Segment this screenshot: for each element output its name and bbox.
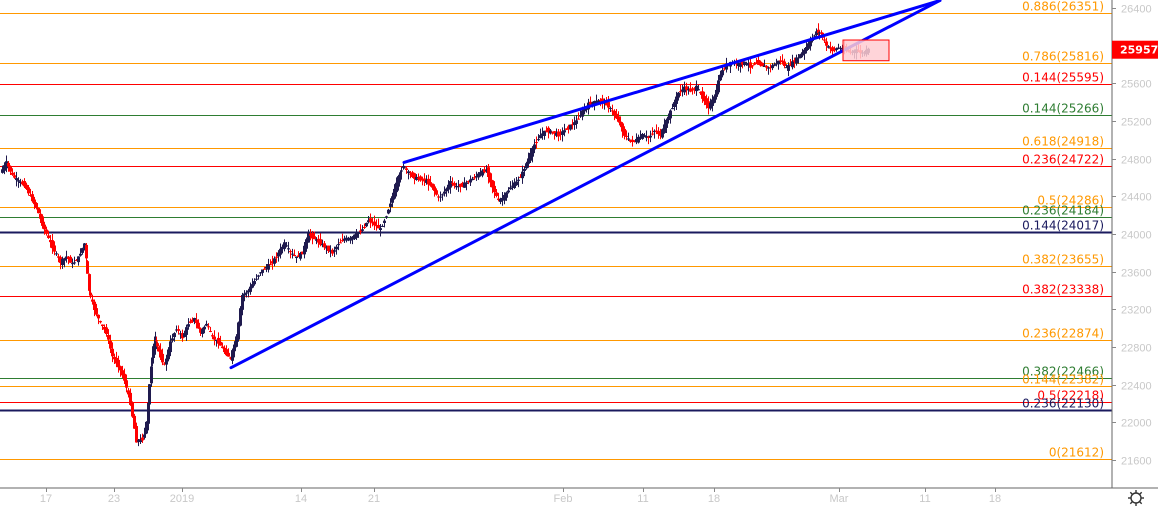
time-tick-label: 17 (40, 493, 52, 505)
fib-level-label: 0.5(24286) (1037, 194, 1104, 208)
time-tick-label: 23 (108, 493, 120, 505)
gear-icon (1128, 490, 1144, 506)
fib-level-label: 0.144(22382) (1022, 373, 1104, 387)
price-tick-label: 24400 (1121, 192, 1152, 204)
price-tick-label: 22800 (1121, 343, 1152, 355)
fib-level-label: 0.382(23655) (1022, 253, 1104, 267)
last-price-tag: 25957 (1112, 40, 1158, 59)
price-tick-label: 22000 (1121, 418, 1152, 430)
price-tick-label: 26400 (1121, 4, 1152, 16)
time-tick-label: Mar (830, 493, 849, 505)
price-tick-label: 22400 (1121, 381, 1152, 393)
fibonacci-levels (0, 13, 1112, 460)
fib-level-label: 0.886(26351) (1022, 0, 1104, 14)
price-tick-label: 25600 (1121, 79, 1152, 91)
fib-level-label: 0.236(22874) (1022, 327, 1104, 341)
time-tick-label: 21 (368, 493, 380, 505)
time-tick-label: 2019 (170, 493, 194, 505)
wedge-lower-trendline[interactable] (229, 0, 942, 370)
highlight-rectangle[interactable] (842, 39, 890, 62)
price-tick-label: 24000 (1121, 230, 1152, 242)
fib-level-label: 0.786(25816) (1022, 50, 1104, 64)
fib-level-label: 0.618(24918) (1022, 135, 1104, 149)
fib-level-label: 0.382(22466) (1022, 365, 1104, 379)
price-axis[interactable]: 21600 22000 22400 22800 23200 23600 24000 24400… (1112, 4, 1152, 468)
wedge-upper-trendline[interactable] (402, 0, 942, 164)
time-tick-label: 18 (708, 493, 720, 505)
time-axis[interactable]: 17 23 2019 14 21 Feb 11 18 Mar 11 18 (40, 488, 1001, 505)
fib-level-label: 0.144(24017) (1022, 219, 1104, 233)
wedge-trendlines[interactable] (229, 0, 942, 370)
time-tick-label: 11 (919, 493, 930, 505)
highlight-box[interactable] (842, 39, 890, 62)
fib-level-label: 0(21612) (1049, 446, 1104, 460)
fib-level-label: 0.382(23338) (1022, 283, 1104, 297)
price-tick-label: 21600 (1121, 456, 1152, 468)
time-tick-label: 18 (989, 493, 1001, 505)
price-tick-label: 25200 (1121, 117, 1152, 129)
fib-level-label: 0.236(22130) (1022, 397, 1104, 411)
price-tick-label: 23600 (1121, 268, 1152, 280)
fib-level-label: 0.144(25595) (1022, 71, 1104, 85)
fib-level-label: 0.144(25266) (1022, 102, 1104, 116)
time-tick-label: 11 (637, 493, 648, 505)
time-tick-label: Feb (554, 493, 573, 505)
last-price-value: 25957 (1120, 44, 1158, 57)
price-tick-label: 24800 (1121, 155, 1152, 167)
price-tick-label: 23200 (1121, 305, 1152, 317)
fibonacci-labels: 0.886(26351) 0.786(25816) 0.144(25595) 0.14… (1022, 0, 1104, 460)
time-tick-label: 14 (295, 493, 307, 505)
fib-level-label: 0.236(24722) (1022, 153, 1104, 167)
fib-level-label: 0.236(24184) (1022, 204, 1104, 218)
fib-level-label: 0.5(22218) (1037, 389, 1104, 403)
chart-settings-button[interactable] (1126, 488, 1146, 508)
